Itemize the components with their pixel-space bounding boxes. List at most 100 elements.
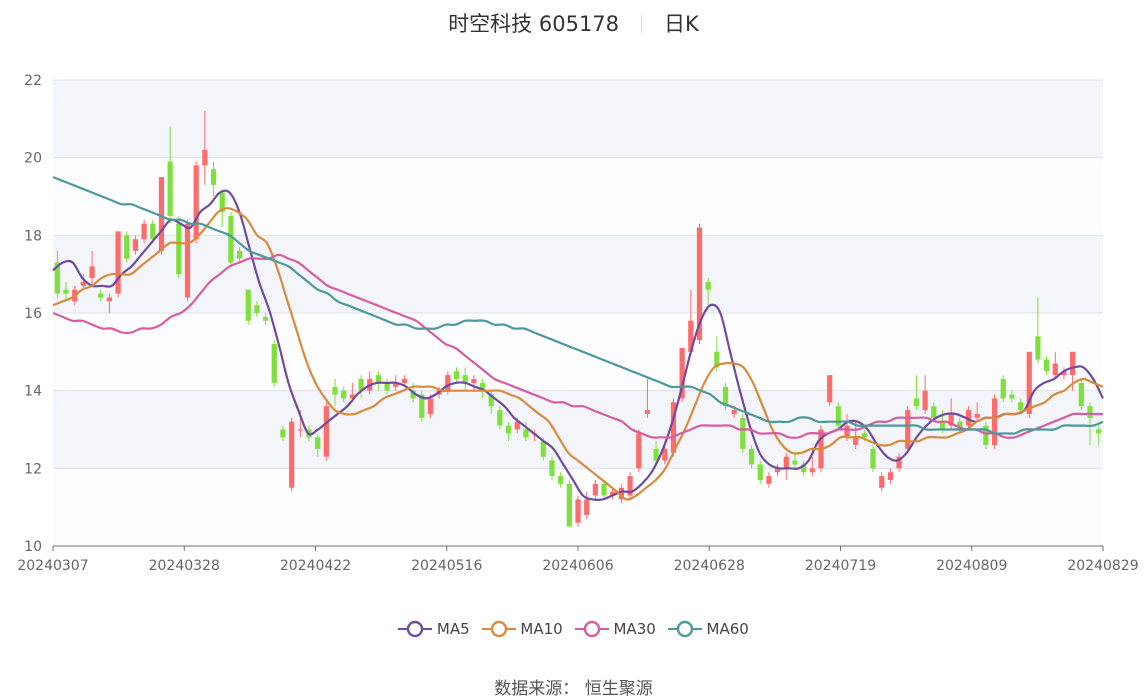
candle-body <box>991 398 998 446</box>
candle <box>289 417 295 492</box>
candle-body <box>853 437 859 446</box>
candle-body <box>488 394 494 407</box>
candle-body <box>150 223 156 240</box>
candle <box>774 464 781 477</box>
candle-body <box>280 429 286 438</box>
legend-item-ma5[interactable]: MA5 <box>398 620 470 638</box>
candle <box>462 367 468 391</box>
candle-body <box>887 472 893 480</box>
legend-marker-icon <box>481 620 516 638</box>
candle <box>766 472 772 488</box>
legend-item-ma10[interactable]: MA10 <box>481 620 563 638</box>
candle-body <box>315 437 321 449</box>
candle <box>228 212 234 267</box>
y-tick-label: 10 <box>24 539 42 555</box>
legend-marker-icon <box>398 620 433 638</box>
candle-body <box>1070 351 1076 376</box>
candle-body <box>358 379 364 391</box>
candle-body <box>453 371 460 380</box>
candle <box>150 219 156 244</box>
candle <box>792 452 798 469</box>
candle-body <box>410 390 416 399</box>
candle-body <box>783 456 789 469</box>
candle <box>601 479 607 500</box>
candle-body <box>722 386 729 407</box>
candle-body <box>1026 351 1032 414</box>
candle-body <box>89 266 95 279</box>
candle-body <box>948 413 954 426</box>
period-label[interactable]: 日K <box>664 12 699 36</box>
candle <box>63 281 69 302</box>
candle-body <box>714 351 720 368</box>
y-axis: 22 20 18 16 14 12 10 <box>24 73 42 555</box>
candle <box>384 379 390 395</box>
candle-body <box>827 375 833 403</box>
candle <box>887 468 893 484</box>
candle-body <box>297 429 303 431</box>
candle <box>54 250 60 298</box>
candle-body <box>184 223 191 298</box>
title-separator <box>641 15 643 33</box>
candle-body <box>427 398 434 414</box>
candle <box>584 491 590 519</box>
candle-body <box>584 499 590 515</box>
candle <box>705 278 711 306</box>
line-ma60 <box>52 176 1104 435</box>
candle-body <box>965 410 972 426</box>
candle-body <box>835 406 841 426</box>
candle-body <box>332 386 338 395</box>
candle-body <box>913 398 920 407</box>
legend-item-ma30[interactable]: MA30 <box>574 620 656 638</box>
candle-body <box>896 456 902 469</box>
candle-body <box>445 375 451 391</box>
candle <box>132 235 139 255</box>
candle-body <box>80 281 86 286</box>
candle <box>358 375 364 399</box>
candle-body <box>263 316 269 321</box>
candle-body <box>558 476 564 484</box>
candle <box>957 417 963 434</box>
candle-body <box>740 417 746 449</box>
chart-legend: MA5 MA10 MA30 MA60 <box>0 620 1147 638</box>
candle-body <box>289 421 295 488</box>
plot-band <box>53 313 1103 391</box>
candle <box>965 406 972 430</box>
candle-body <box>1052 363 1058 376</box>
candle-body <box>792 460 798 465</box>
candle <box>315 433 321 457</box>
candle <box>575 495 581 527</box>
legend-item-ma60[interactable]: MA60 <box>667 620 749 638</box>
candle <box>1096 425 1102 446</box>
candle <box>341 386 347 403</box>
candle-body <box>419 394 425 418</box>
candle-body <box>115 231 121 294</box>
y-tick-label: 14 <box>24 384 42 400</box>
candle-body <box>523 429 529 438</box>
plot-band <box>53 235 1103 313</box>
candle-body <box>193 165 199 240</box>
candle-body <box>132 239 139 251</box>
candle-body <box>861 433 867 438</box>
candle-body <box>167 161 173 216</box>
line-ma30 <box>52 253 1103 439</box>
candle <box>905 406 911 453</box>
candle <box>627 472 633 500</box>
candle-body <box>592 483 598 496</box>
legend-marker-icon <box>574 620 609 638</box>
candle-body <box>670 402 677 453</box>
candle <box>835 402 841 430</box>
legend-marker-icon <box>667 620 702 638</box>
candle-body <box>271 344 277 383</box>
line-ma5 <box>52 189 1104 501</box>
candle-body <box>505 425 512 434</box>
candle-body <box>540 441 546 457</box>
candle <box>1078 379 1084 411</box>
candle-body <box>106 297 113 302</box>
candle <box>618 483 624 504</box>
x-tick-label: 20240307 <box>17 558 88 574</box>
candle-body <box>384 382 390 391</box>
candle-body <box>748 448 755 465</box>
plot-band <box>53 80 1103 158</box>
y-tick-label: 12 <box>24 461 42 477</box>
source-name: 恒生聚源 <box>584 679 653 699</box>
